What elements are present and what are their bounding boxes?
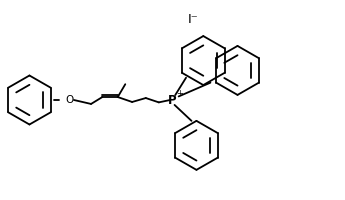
Text: I⁻: I⁻ (188, 13, 198, 26)
Text: O: O (65, 95, 73, 105)
Text: +: + (177, 89, 184, 98)
Text: P: P (168, 94, 176, 106)
